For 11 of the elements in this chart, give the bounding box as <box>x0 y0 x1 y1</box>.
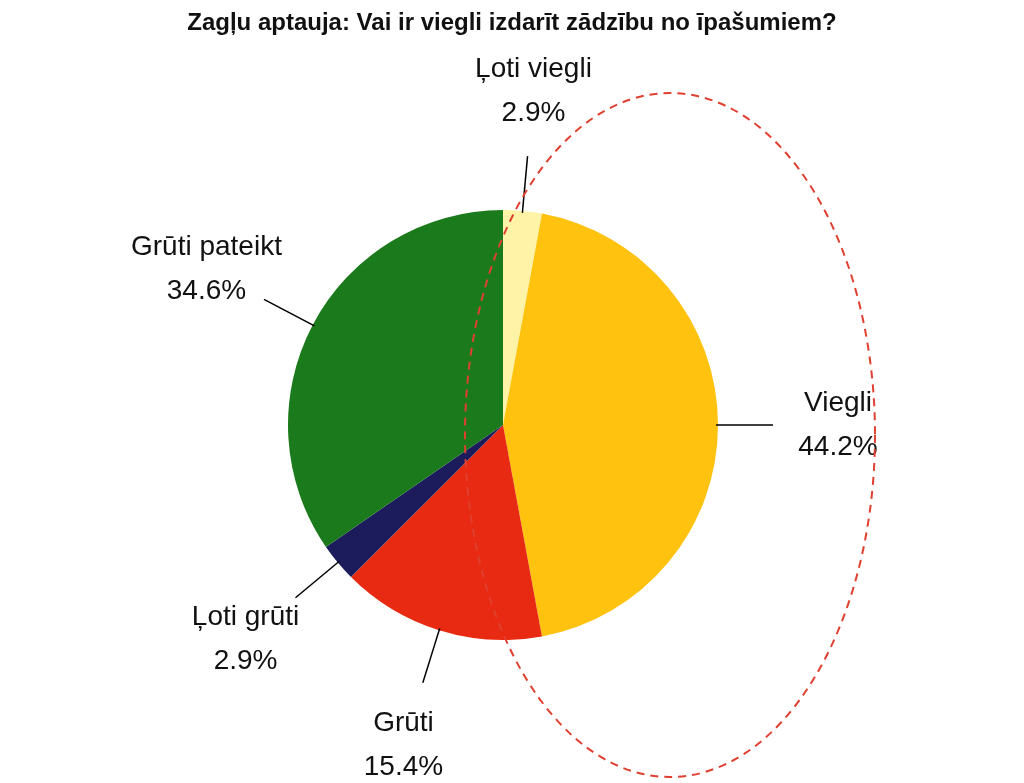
data-label: 2.9% <box>213 644 278 676</box>
data-label: 44.2% <box>798 429 878 461</box>
slice-label: Viegli <box>804 385 872 417</box>
data-label: 34.6% <box>166 273 247 305</box>
chart-title: Zagļu aptauja: Vai ir viegli izdarīt zādzību no īpašumiem? <box>186 8 838 36</box>
data-label: 2.9% <box>501 96 566 128</box>
slice-label: Ļoti viegli <box>475 52 592 84</box>
slice-label: Grūti pateikt <box>130 229 283 261</box>
slice-label: Grūti <box>373 705 434 737</box>
slice-label: Ļoti grūti <box>191 600 300 632</box>
data-label: 15.4% <box>363 749 444 781</box>
